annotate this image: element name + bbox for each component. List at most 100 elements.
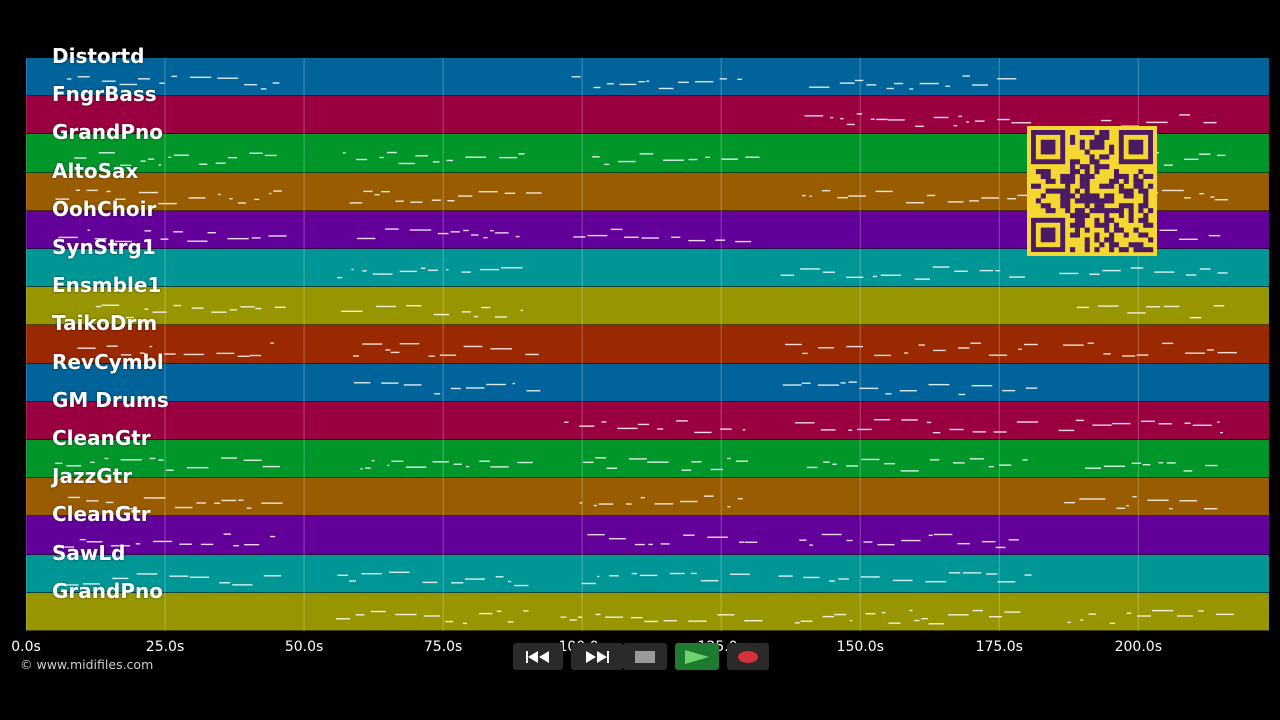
note-mark <box>846 276 864 279</box>
note-mark <box>640 496 645 499</box>
qr-code-icon[interactable] <box>1027 126 1157 256</box>
note-mark <box>249 152 263 154</box>
note-mark <box>463 345 483 348</box>
note-mark <box>1022 459 1028 461</box>
track-lane[interactable] <box>26 58 1269 97</box>
note-mark <box>1007 198 1017 200</box>
note-mark <box>160 238 169 240</box>
note-mark <box>66 78 72 80</box>
note-mark <box>353 382 371 384</box>
track-lane[interactable] <box>26 554 1269 593</box>
note-mark <box>433 313 450 316</box>
note-mark <box>1142 463 1151 466</box>
note-mark <box>802 352 808 355</box>
note-mark <box>351 268 354 271</box>
track-lane[interactable] <box>26 478 1269 517</box>
note-mark <box>495 576 504 578</box>
track-lane[interactable] <box>26 363 1269 402</box>
note-mark <box>1178 238 1198 241</box>
note-mark <box>1098 305 1119 307</box>
track-lane[interactable] <box>26 325 1269 364</box>
play-icon <box>685 649 709 664</box>
note-mark <box>1111 422 1131 425</box>
note-mark <box>800 268 821 270</box>
note-mark <box>972 609 984 612</box>
rewind-button[interactable] <box>513 643 563 670</box>
note-mark <box>512 382 515 385</box>
note-mark <box>997 581 1016 583</box>
note-mark <box>840 382 846 384</box>
track-lane[interactable] <box>26 287 1269 326</box>
note-mark <box>926 421 932 424</box>
stop-button[interactable] <box>623 643 667 670</box>
note-mark <box>1137 615 1152 617</box>
note-mark <box>1203 508 1218 510</box>
note-mark <box>341 310 363 312</box>
note-mark <box>660 543 670 545</box>
note-mark <box>173 304 182 307</box>
note-mark <box>361 572 382 575</box>
note-mark <box>149 345 153 348</box>
note-mark <box>609 575 619 577</box>
note-mark <box>691 461 702 463</box>
note-mark <box>237 355 250 358</box>
note-mark <box>962 572 982 574</box>
note-mark <box>389 571 410 574</box>
note-mark <box>138 78 150 80</box>
note-mark <box>925 580 947 583</box>
note-mark <box>428 355 435 357</box>
track-lane[interactable] <box>26 440 1269 479</box>
note-mark <box>1127 312 1146 314</box>
note-mark <box>1203 121 1217 124</box>
note-mark <box>918 344 925 346</box>
track-lane[interactable] <box>26 516 1269 555</box>
note-mark <box>1126 612 1132 614</box>
note-mark <box>856 113 863 115</box>
note-mark <box>610 228 623 231</box>
note-mark <box>646 80 650 82</box>
note-mark <box>158 164 162 166</box>
note-mark <box>1088 613 1097 615</box>
note-mark <box>486 383 506 386</box>
note-mark <box>356 237 376 240</box>
note-mark <box>1199 192 1204 195</box>
note-mark <box>909 609 913 612</box>
play-button[interactable] <box>675 643 719 670</box>
note-mark <box>168 156 172 158</box>
note-mark <box>782 384 802 386</box>
note-mark <box>360 468 363 470</box>
record-button[interactable] <box>727 643 769 670</box>
note-mark <box>1216 613 1234 616</box>
note-mark <box>800 620 813 622</box>
note-mark <box>840 117 844 120</box>
note-mark <box>117 506 123 509</box>
note-mark <box>370 610 386 613</box>
note-mark <box>260 88 267 90</box>
note-mark <box>1092 424 1112 426</box>
note-mark <box>447 200 455 202</box>
note-mark <box>95 305 102 308</box>
note-mark <box>243 459 262 461</box>
note-mark <box>490 229 494 232</box>
note-mark <box>465 465 470 468</box>
track-label: Distortd <box>52 44 145 68</box>
note-mark <box>1116 507 1126 509</box>
note-mark <box>880 274 902 276</box>
note-mark <box>101 80 116 82</box>
note-mark <box>342 152 346 154</box>
note-mark <box>1146 121 1168 124</box>
track-label: CleanGtr <box>52 426 151 450</box>
note-mark <box>199 163 208 165</box>
note-mark <box>914 278 930 280</box>
note-mark <box>428 269 438 272</box>
note-mark <box>254 198 260 201</box>
note-mark <box>737 78 743 81</box>
note-mark <box>75 189 80 192</box>
fast-forward-button[interactable] <box>571 643 623 670</box>
note-mark <box>947 614 969 616</box>
note-mark <box>1079 498 1091 500</box>
track-lane[interactable] <box>26 401 1269 440</box>
note-mark <box>933 533 953 536</box>
track-lane[interactable] <box>26 592 1269 631</box>
note-mark <box>1087 342 1094 344</box>
